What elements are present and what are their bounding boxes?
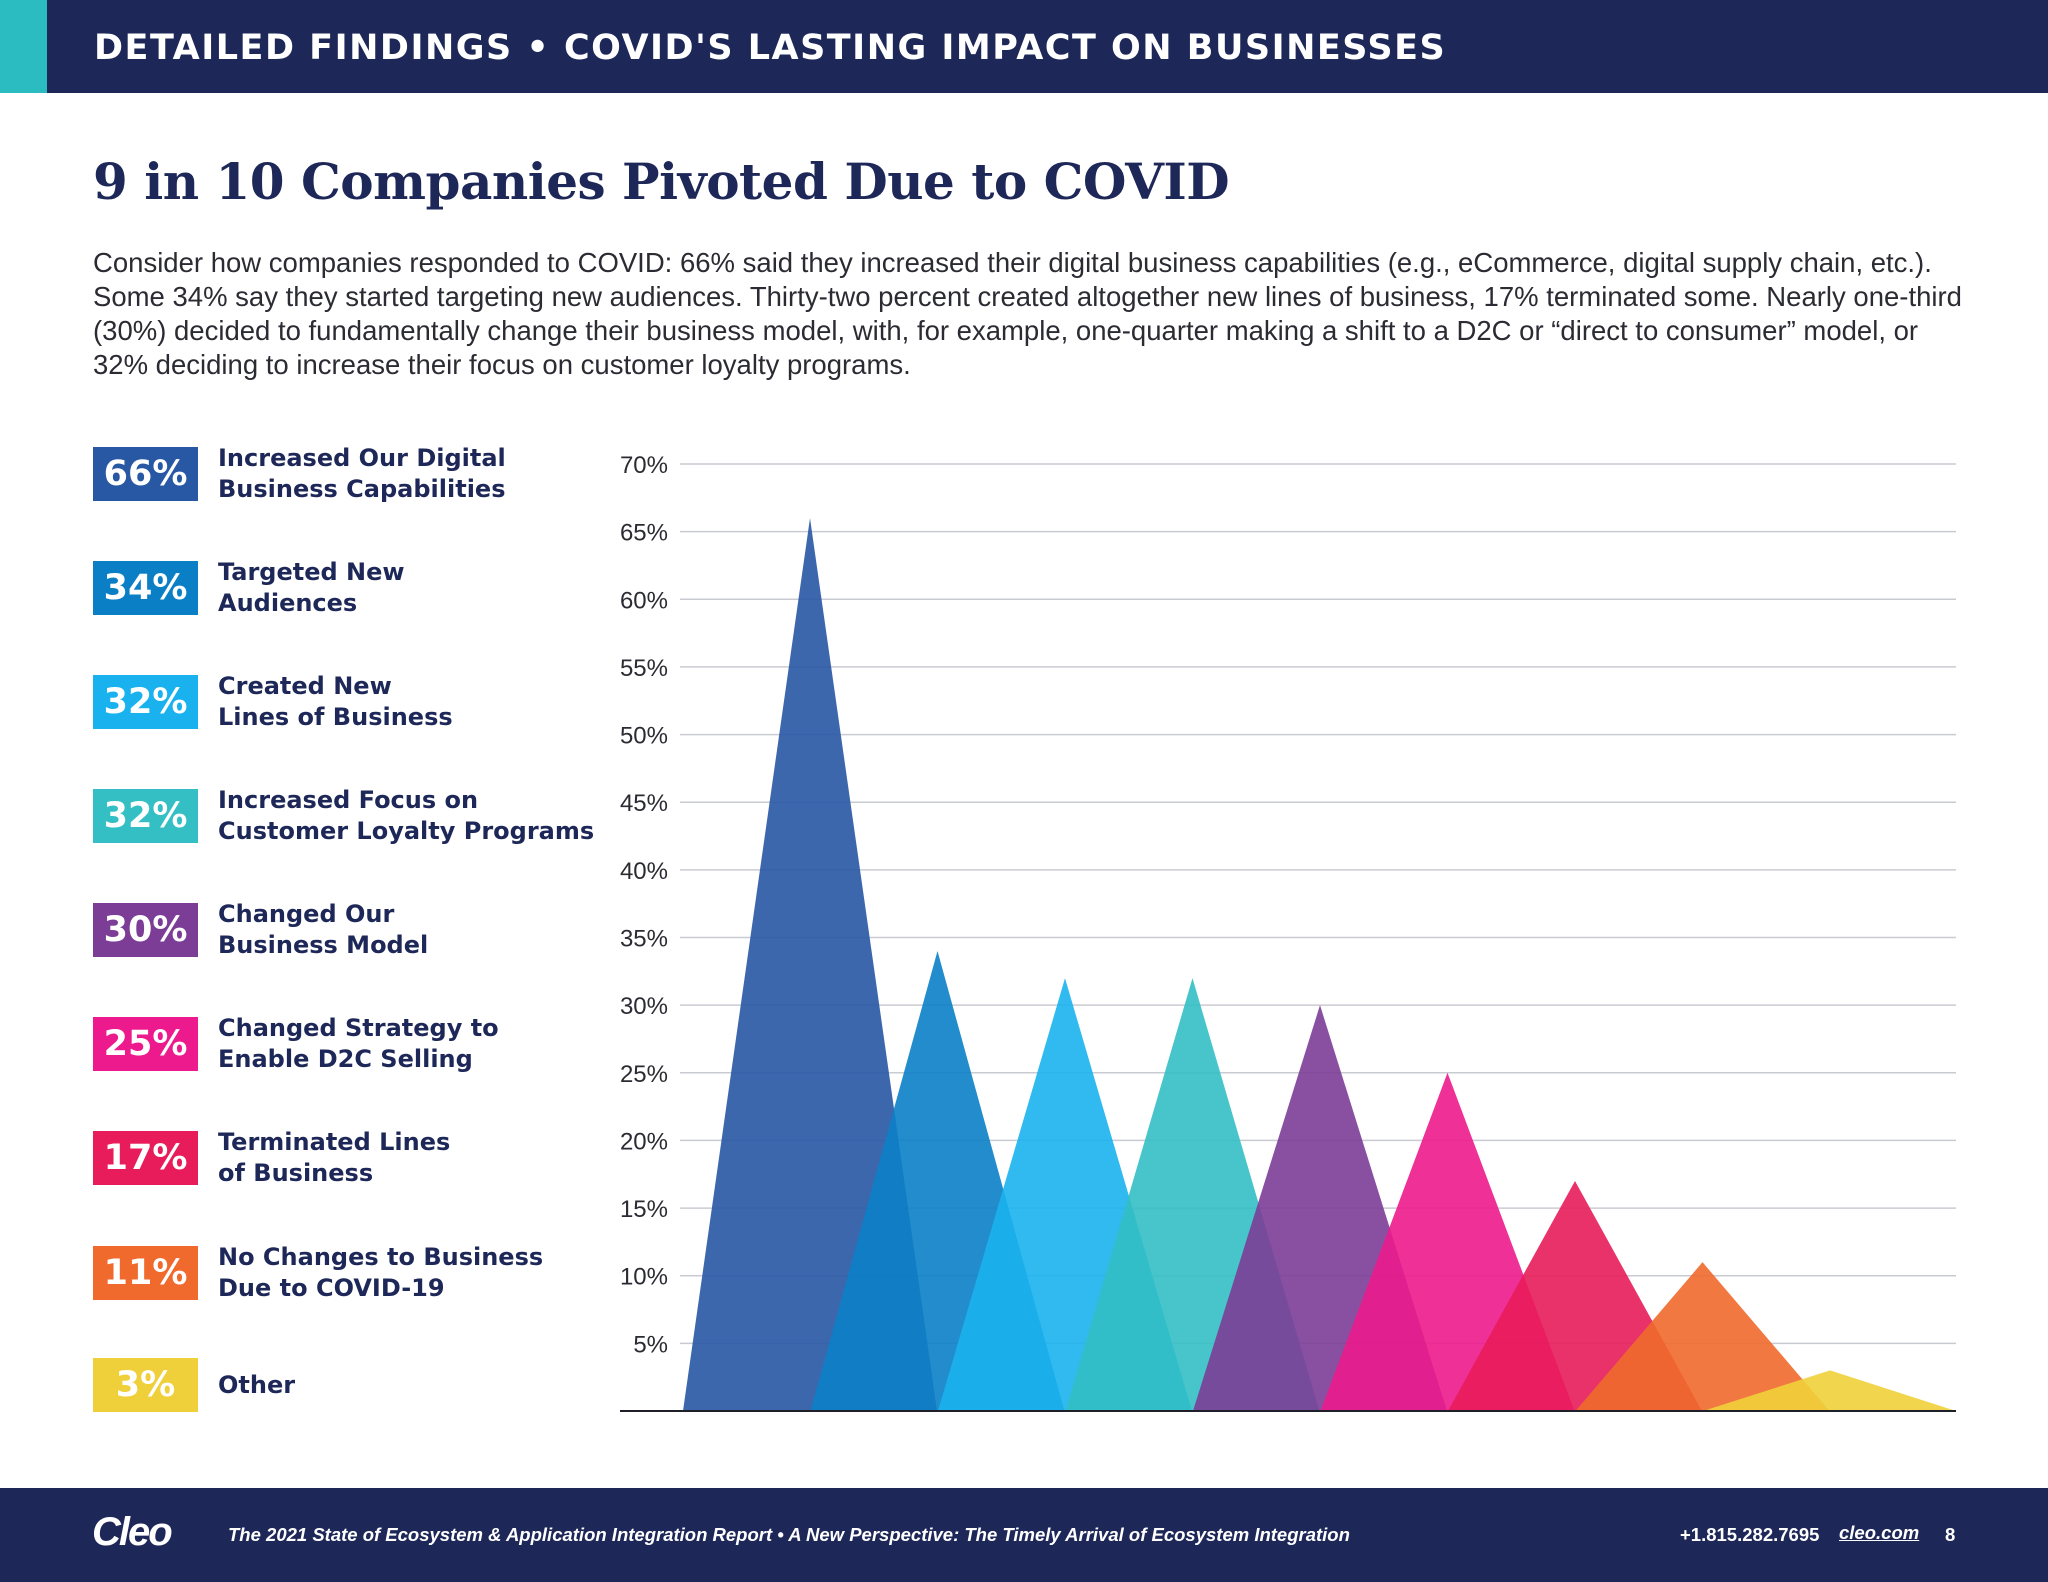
y-tick-label: 25% [620, 1061, 668, 1088]
legend-item: 25% Changed Strategy to Enable D2C Sellin… [93, 1011, 593, 1077]
legend-value-badge: 34% [93, 561, 198, 615]
legend-item: 30% Changed Our Business Model [93, 897, 593, 963]
y-tick-label: 35% [620, 926, 668, 953]
y-tick-label: 10% [620, 1264, 668, 1291]
y-tick-label: 55% [620, 655, 668, 682]
legend-label-line2: of Business [218, 1159, 374, 1187]
legend-value-badge: 32% [93, 675, 198, 729]
legend-item: 66% Increased Our Digital Business Capabi… [93, 441, 593, 507]
header-bar: DETAILED FINDINGS • COVID'S LASTING IMPA… [0, 0, 2048, 93]
page-number: 8 [1945, 1524, 1956, 1545]
y-tick-label: 60% [620, 587, 668, 614]
legend-item: 11% No Changes to Business Due to COVID-1… [93, 1240, 593, 1306]
legend-label: Changed Our Business Model [218, 897, 638, 963]
chart-triangle-9 [1703, 1370, 1956, 1411]
y-tick-label: 40% [620, 858, 668, 885]
legend-label-line2: Due to COVID-19 [218, 1274, 445, 1302]
header-accent [0, 0, 47, 93]
legend-label: Increased Focus on Customer Loyalty Progr… [218, 783, 638, 849]
legend-label: Terminated Lines of Business [218, 1125, 638, 1191]
legend-item: 32% Created New Lines of Business [93, 669, 593, 735]
chart-triangle-8 [1575, 1262, 1830, 1411]
legend-label-line2: Lines of Business [218, 703, 453, 731]
legend-item: 17% Terminated Lines of Business [93, 1125, 593, 1191]
legend-item: 34% Targeted New Audiences [93, 555, 593, 621]
legend-value-badge: 32% [93, 789, 198, 843]
legend-label: Targeted New Audiences [218, 555, 638, 621]
legend-value-badge: 11% [93, 1246, 198, 1300]
y-tick-label: 15% [620, 1196, 668, 1223]
y-tick-label: 20% [620, 1128, 668, 1155]
footer-bar: Cleo The 2021 State of Ecosystem & Appli… [0, 1488, 2048, 1582]
legend-value-badge: 30% [93, 903, 198, 957]
legend-value-badge: 3% [93, 1358, 198, 1412]
legend-item: 3% Other [93, 1352, 593, 1418]
chart-marks [683, 518, 1956, 1411]
legend-label-line2: Enable D2C Selling [218, 1045, 473, 1073]
legend-label-line2: Audiences [218, 589, 358, 617]
legend-label-line1: Created New [218, 672, 392, 700]
legend-label-line2: Customer Loyalty Programs [218, 817, 595, 845]
page-title: 9 in 10 Companies Pivoted Due to COVID [93, 152, 1230, 211]
legend-label-line1: No Changes to Business [218, 1243, 544, 1271]
legend-label-line1: Targeted New [218, 558, 405, 586]
y-tick-label: 50% [620, 723, 668, 750]
cleo-logo: Cleo [92, 1510, 173, 1554]
legend-value-badge: 25% [93, 1017, 198, 1071]
chart-y-axis-ticks: 5% 10% 15% 20% 25% 30% 35% 40% 45% 50% 55% 60% 65% 70… [620, 452, 668, 1358]
legend-label-line1: Increased Our Digital [218, 444, 506, 472]
y-tick-label: 5% [633, 1331, 668, 1358]
legend-label: Other [218, 1352, 638, 1418]
legend-label: Increased Our Digital Business Capabiliti… [218, 441, 638, 507]
y-tick-label: 65% [620, 520, 668, 547]
legend-label-line1: Increased Focus on [218, 786, 479, 814]
legend-value-badge: 17% [93, 1131, 198, 1185]
legend-label-line2: Business Model [218, 931, 429, 959]
legend-label-line1: Terminated Lines [218, 1128, 451, 1156]
legend-label: No Changes to Business Due to COVID-19 [218, 1240, 638, 1306]
legend-item: 32% Increased Focus on Customer Loyalty P… [93, 783, 594, 849]
legend-label-line1: Other [218, 1370, 296, 1399]
header-title: DETAILED FINDINGS • COVID'S LASTING IMPA… [94, 28, 1447, 68]
legend-label-line1: Changed Our [218, 900, 395, 928]
y-tick-label: 45% [620, 790, 668, 817]
legend-value-badge: 66% [93, 447, 198, 501]
legend-label-line1: Changed Strategy to [218, 1014, 499, 1042]
footer-report-title: The 2021 State of Ecosystem & Applicatio… [228, 1524, 1350, 1545]
y-tick-label: 70% [620, 452, 668, 479]
footer-phone: +1.815.282.7695 [1680, 1524, 1820, 1545]
legend-label: Changed Strategy to Enable D2C Selling [218, 1011, 638, 1077]
legend-label: Created New Lines of Business [218, 669, 638, 735]
legend-label-line2: Business Capabilities [218, 475, 506, 503]
triangle-area-chart: 5% 10% 15% 20% 25% 30% 35% 40% 45% 50% 55% 60% 65% 70… [620, 452, 1956, 1412]
footer-website-link[interactable]: cleo.com [1839, 1522, 1920, 1543]
intro-paragraph: Consider how companies responded to COVI… [93, 247, 1962, 380]
y-tick-label: 30% [620, 993, 668, 1020]
